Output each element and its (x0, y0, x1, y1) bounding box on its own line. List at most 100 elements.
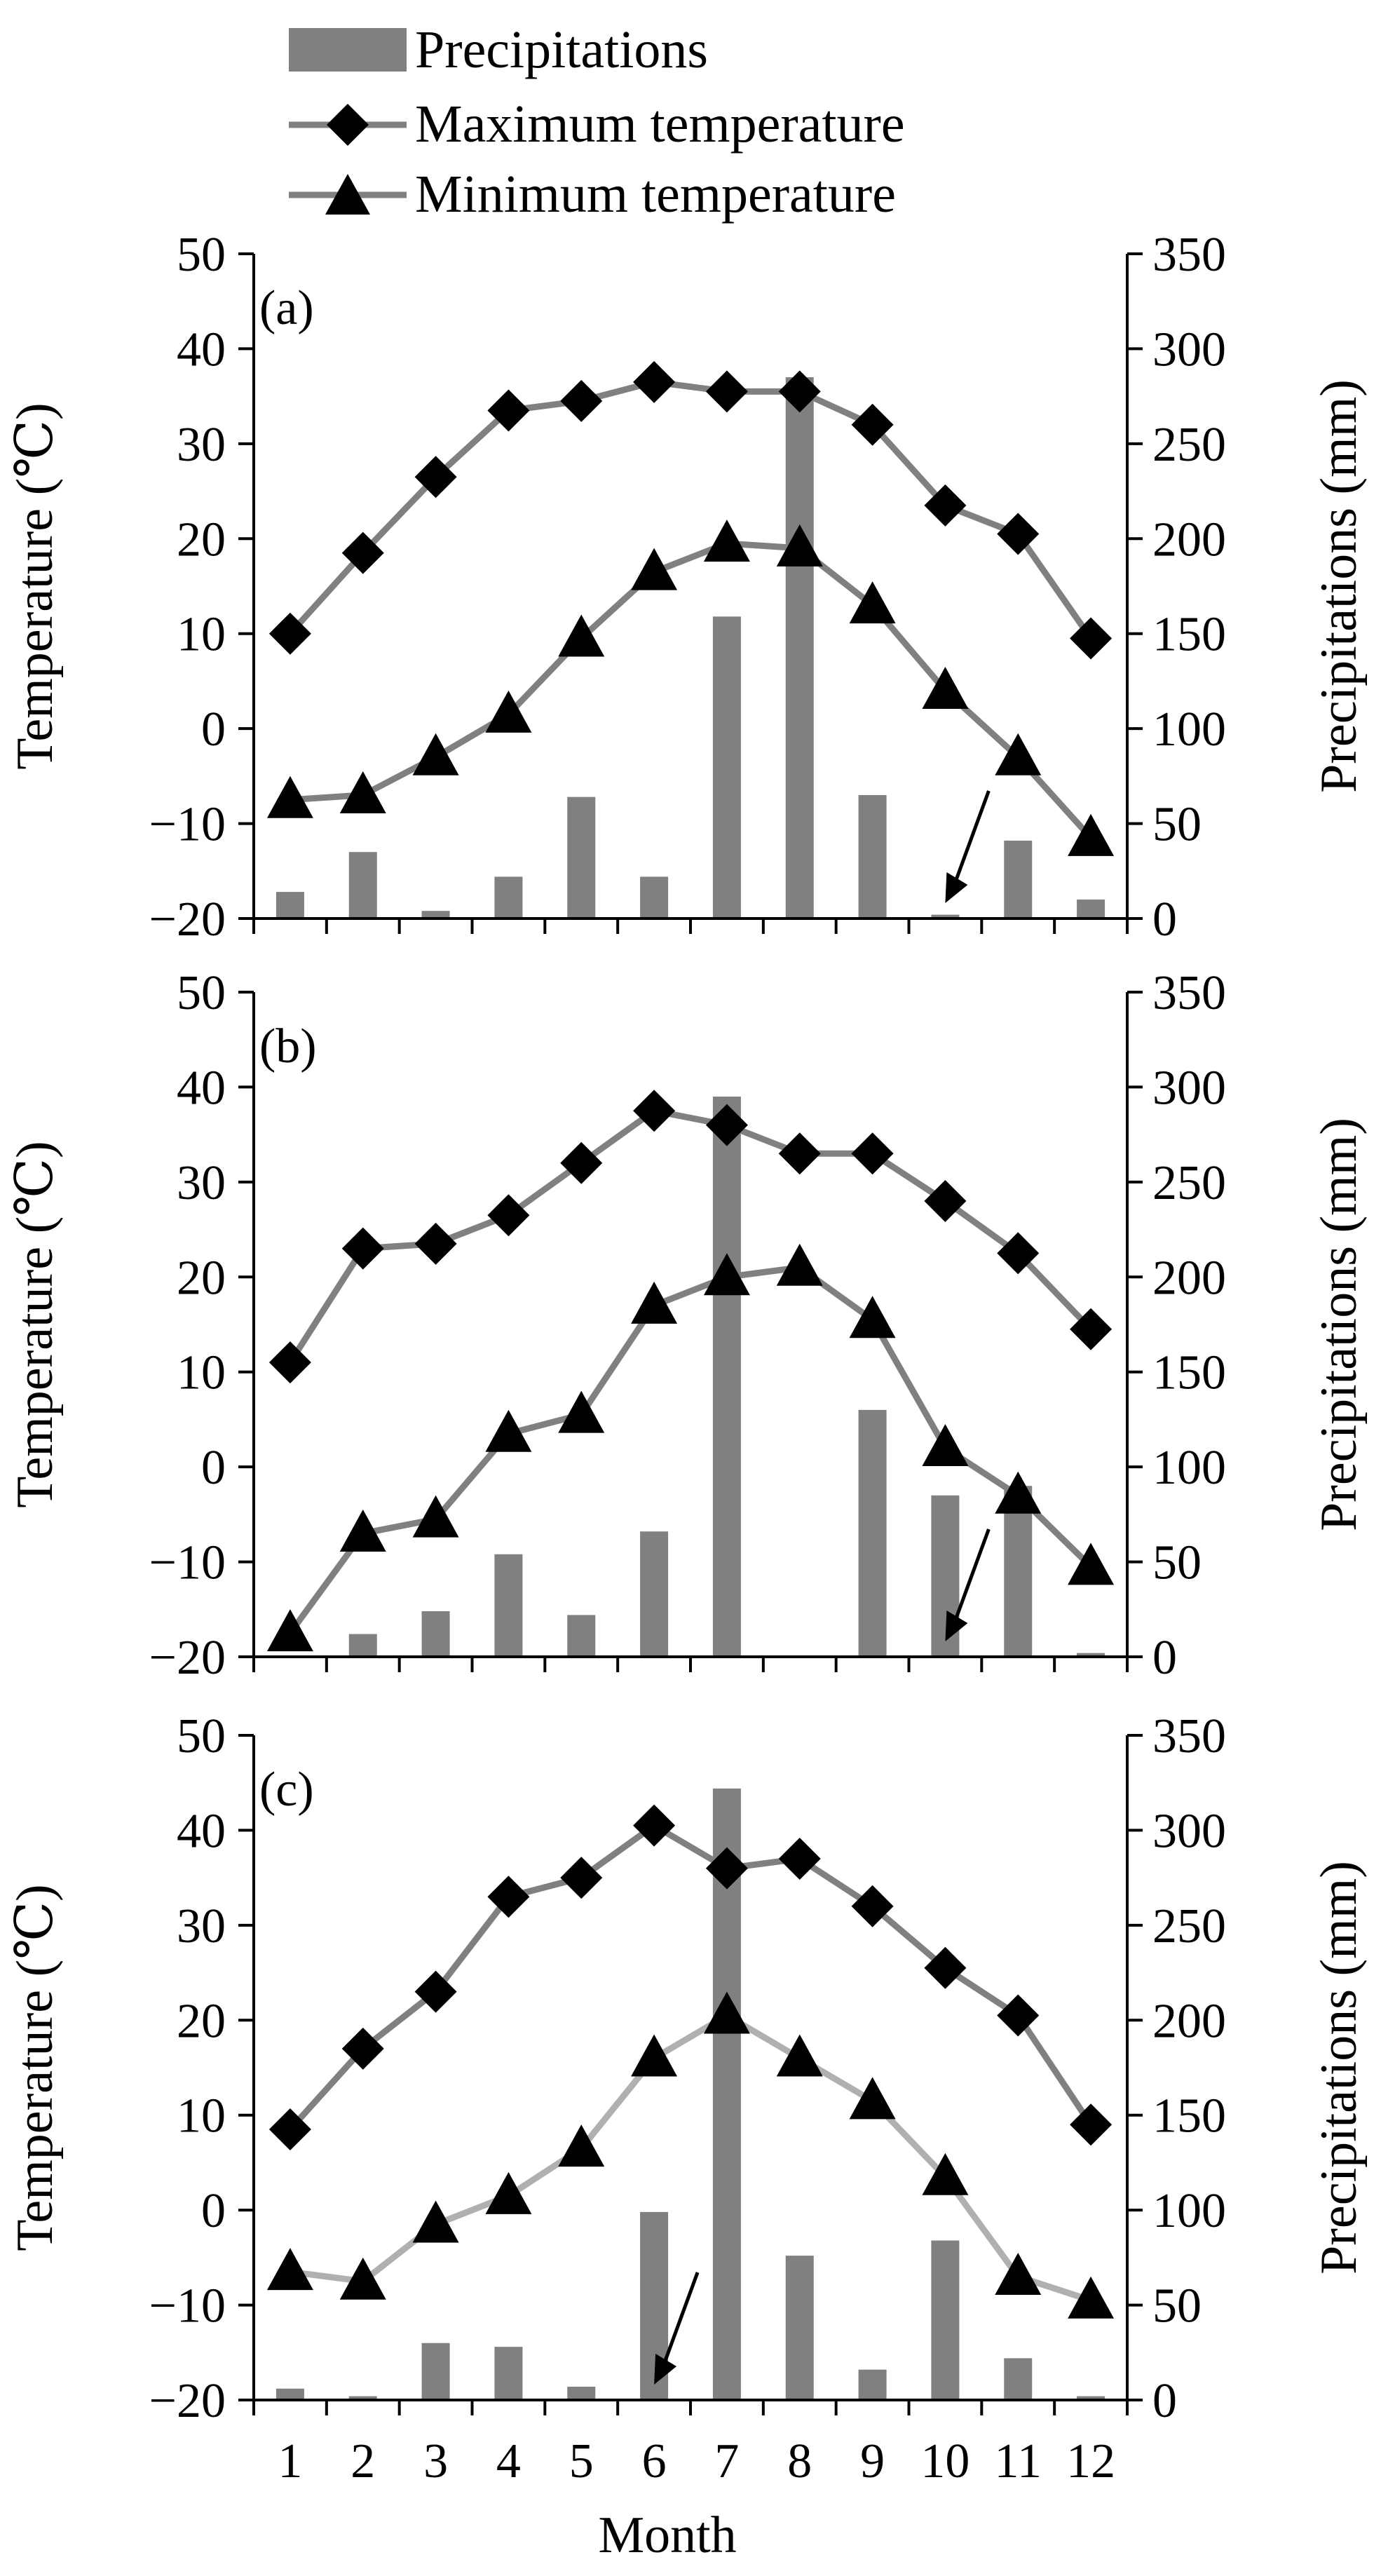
y-left-tick-label-c: 0 (201, 2184, 226, 2238)
bar-a-month-11 (1004, 840, 1033, 918)
x-tick-label-month-1: 1 (278, 2434, 302, 2488)
y-right-tick-label-c: 200 (1152, 1994, 1226, 2048)
marker-tmin-c-month-9 (849, 2077, 896, 2120)
marker-tmax-c-month-9 (851, 1885, 894, 1927)
marker-tmax-b-month-6 (633, 1090, 676, 1132)
y-right-tick-label-a: 300 (1152, 323, 1226, 377)
x-tick-label-month-11: 11 (995, 2434, 1042, 2488)
marker-tmax-c-month-4 (487, 1876, 530, 1918)
y-right-tick-label-b: 200 (1152, 1251, 1226, 1305)
arrow-shaft-c (659, 2272, 700, 2373)
y-left-tick-label-a: 20 (177, 513, 226, 567)
marker-tmin-c-month-3 (412, 2200, 459, 2243)
marker-tmax-c-month-3 (414, 1970, 457, 2013)
line-tmax-c (287, 1822, 1094, 2132)
legend-tmin-marker (325, 174, 370, 215)
bar-a-month-2 (348, 852, 377, 918)
x-tick-label-month-4: 4 (496, 2434, 521, 2488)
bar-c-month-3 (421, 2343, 450, 2400)
panel-b: 50403020100−10−20350300250200150100500Te… (6, 966, 1368, 1685)
arrow-annotation-b (945, 1528, 991, 1641)
marker-tmax-c-month-6 (633, 1804, 676, 1847)
y-right-tick-label-b: 50 (1152, 1536, 1202, 1590)
marker-tmax-a-month-3 (414, 456, 457, 499)
panel-label-c: (c) (259, 1763, 314, 1817)
y-left-tick-label-a: −20 (149, 893, 226, 947)
y-left-tick-label-a: 50 (177, 228, 226, 282)
line-tmin-a (290, 540, 1094, 840)
marker-tmin-b-month-9 (849, 1296, 896, 1338)
marker-tmin-c-month-6 (631, 2034, 678, 2077)
bar-b-month-9 (858, 1409, 887, 1657)
y-left-axis-title-a: Temperature (℃) (6, 402, 64, 769)
bar-b-month-6 (640, 1531, 669, 1657)
marker-tmin-c-month-4 (485, 2171, 532, 2214)
y-left-tick-label-c: 50 (177, 1709, 226, 1763)
marker-tmax-a-month-4 (487, 389, 530, 432)
y-right-tick-label-b: 350 (1152, 966, 1226, 1020)
marker-tmin-c-month-11 (995, 2252, 1042, 2295)
marker-tmin-b-month-6 (631, 1281, 678, 1324)
bar-b-month-7 (712, 1096, 741, 1657)
bar-a-month-8 (785, 377, 814, 918)
marker-tmax-b-month-2 (341, 1227, 384, 1270)
bar-a-month-3 (421, 911, 450, 918)
y-left-tick-label-b: 10 (177, 1346, 226, 1400)
y-left-tick-label-b: 50 (177, 966, 226, 1020)
y-right-tick-label-b: 300 (1152, 1061, 1226, 1115)
y-right-tick-label-a: 350 (1152, 228, 1226, 282)
y-left-tick-label-a: −10 (149, 798, 226, 852)
marker-tmin-c-month-5 (558, 2124, 605, 2167)
x-tick-label-month-5: 5 (569, 2434, 594, 2488)
marker-tmin-a-month-12 (1068, 813, 1115, 856)
y-right-tick-label-b: 250 (1152, 1156, 1226, 1210)
marker-tmax-a-month-8 (778, 370, 821, 413)
bar-a-month-5 (567, 796, 596, 918)
y-right-tick-label-a: 250 (1152, 418, 1226, 472)
marker-tmin-b-month-12 (1068, 1543, 1115, 1585)
arrow-head-b (945, 1611, 968, 1641)
bar-c-month-12 (1077, 2396, 1105, 2400)
legend-tmax-marker (327, 104, 369, 146)
marker-tmax-a-month-5 (560, 379, 603, 422)
x-tick-label-month-12: 12 (1066, 2434, 1115, 2488)
marker-tmax-b-month-3 (414, 1222, 457, 1265)
marker-tmin-b-month-11 (995, 1471, 1042, 1514)
marker-tmax-b-month-8 (778, 1132, 821, 1175)
marker-tmax-c-month-1 (268, 2108, 311, 2151)
bar-b-month-5 (567, 1615, 596, 1657)
x-tick-label-month-10: 10 (920, 2434, 969, 2488)
y-left-tick-label-b: 30 (177, 1156, 226, 1210)
marker-tmax-b-month-11 (997, 1232, 1040, 1275)
bar-c-month-7 (712, 1788, 741, 2400)
marker-tmax-c-month-7 (705, 1847, 748, 1890)
x-tick-label-month-3: 3 (423, 2434, 448, 2488)
marker-tmin-b-month-5 (558, 1390, 605, 1433)
marker-tmax-c-month-5 (560, 1857, 603, 1899)
y-left-tick-label-b: −10 (149, 1536, 226, 1590)
bar-c-month-11 (1004, 2358, 1033, 2400)
marker-tmin-a-month-6 (631, 548, 678, 590)
line-tmax-a (287, 379, 1094, 641)
x-tick-label-month-6: 6 (642, 2434, 667, 2488)
marker-tmin-c-month-8 (776, 2034, 823, 2077)
y-right-tick-label-c: 50 (1152, 2279, 1202, 2333)
marker-tmax-b-month-1 (268, 1341, 311, 1384)
bar-b-month-3 (421, 1611, 450, 1657)
marker-tmax-a-month-2 (341, 531, 384, 574)
marker-tmax-c-month-2 (341, 2027, 384, 2070)
y-right-tick-label-c: 100 (1152, 2184, 1226, 2238)
bar-a-month-7 (712, 616, 741, 918)
bar-c-month-9 (858, 2369, 887, 2400)
y-left-axis-title-c: Temperature (℃) (6, 1884, 64, 2251)
marker-tmin-a-month-2 (339, 771, 386, 813)
bar-c-month-4 (494, 2347, 523, 2400)
marker-tmax-c-month-12 (1070, 2103, 1113, 2146)
line-tmin-c (290, 2012, 1092, 2304)
bar-a-month-10 (931, 914, 960, 918)
marker-tmax-b-month-5 (560, 1141, 603, 1184)
legend: Precipitations Maximum temperature Minim… (289, 20, 905, 224)
panel-a: 50403020100−10−20350300250200150100500Te… (6, 228, 1368, 947)
